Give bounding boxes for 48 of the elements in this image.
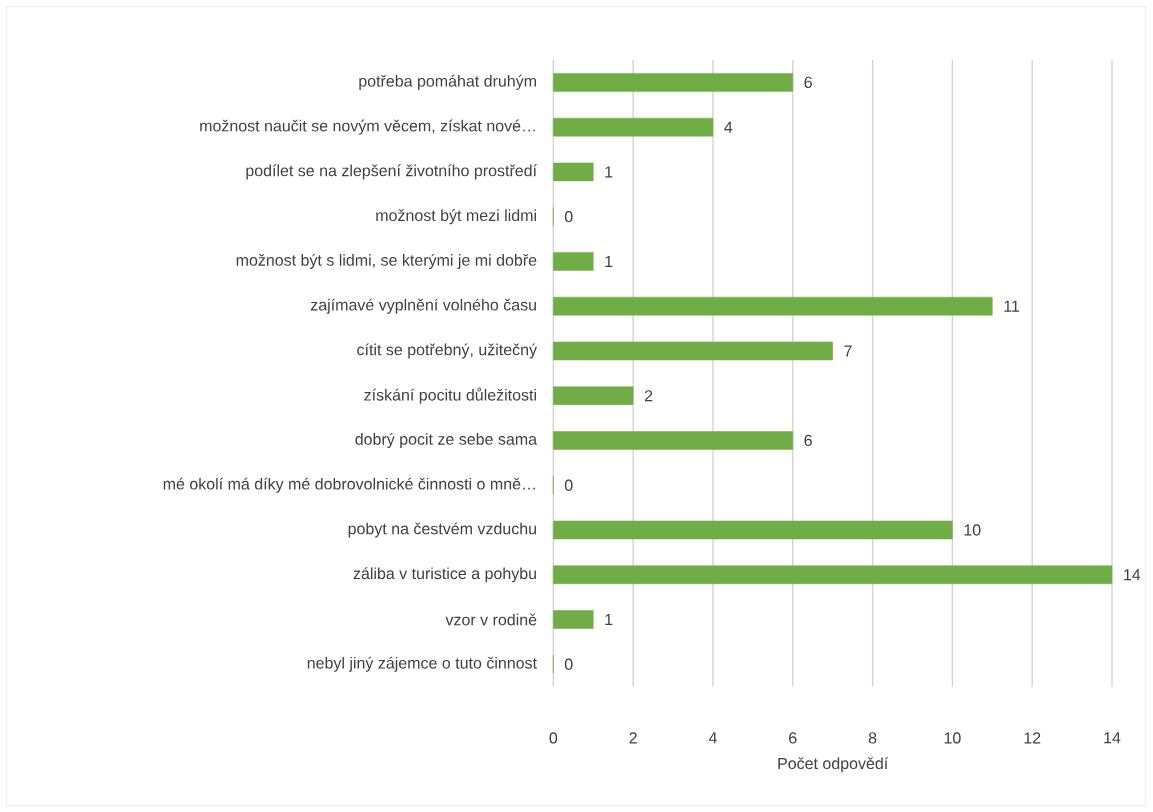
data-label: 1 bbox=[605, 166, 613, 178]
bar bbox=[553, 610, 594, 629]
x-axis-title: Počet odpovědí bbox=[778, 757, 889, 773]
data-label: 10 bbox=[964, 524, 981, 536]
y-tick-label: dobrý pocit ze sebe sama bbox=[355, 432, 538, 449]
y-tick-label: zajímavé vyplnění volného času bbox=[310, 298, 536, 314]
y-tick-label: mé okolí má díky mé dobrovolnické činnosti o mně… bbox=[163, 477, 535, 493]
bar bbox=[553, 252, 594, 271]
y-tick-label: potřeba pomáhat druhým bbox=[359, 74, 536, 90]
bar bbox=[553, 73, 794, 92]
y-tick-label: možnost být mezi lidmi bbox=[376, 209, 536, 225]
y-tick-label: pobyt na čestvém vzduchu bbox=[348, 522, 536, 538]
bar bbox=[553, 162, 594, 182]
y-tick-label: vzor v rodině bbox=[445, 613, 537, 626]
bar bbox=[553, 386, 634, 405]
y-tick-label: záliba v turistice a pohybu bbox=[353, 567, 536, 583]
y-tick-label: možnost být s lidmi, se kterými je mi dobře bbox=[236, 253, 537, 269]
bar bbox=[553, 520, 953, 540]
bar bbox=[553, 341, 833, 361]
data-label: 0 bbox=[564, 479, 573, 491]
data-label: 6 bbox=[804, 76, 812, 89]
data-label: 14 bbox=[1124, 569, 1141, 581]
data-label: 7 bbox=[844, 345, 852, 357]
data-label: 11 bbox=[1004, 300, 1020, 312]
data-label: 0 bbox=[564, 658, 573, 670]
bar bbox=[553, 565, 1113, 585]
x-tick-label: 2 bbox=[629, 732, 637, 744]
bar bbox=[553, 296, 993, 316]
data-label: 1 bbox=[605, 255, 613, 267]
y-tick-label: podílet se na zlepšení životního prostředí bbox=[246, 164, 537, 180]
data-label: 0 bbox=[564, 211, 573, 223]
data-label: 6 bbox=[804, 434, 812, 447]
y-tick-label: cítit se potřebný, užitečný bbox=[357, 343, 538, 359]
x-tick-label: 6 bbox=[789, 732, 797, 744]
bar bbox=[553, 431, 794, 450]
data-label: 4 bbox=[724, 121, 733, 133]
data-label: 2 bbox=[644, 390, 653, 402]
y-tick-label: nebyl jiný zájemce o tuto činnost bbox=[307, 656, 537, 672]
x-tick-label: 12 bbox=[1024, 732, 1041, 744]
y-tick-label: získání pocitu důležitosti bbox=[364, 387, 536, 404]
data-label: 1 bbox=[605, 614, 613, 626]
x-tick-label: 10 bbox=[944, 732, 961, 744]
x-tick-label: 14 bbox=[1104, 732, 1121, 744]
bar bbox=[553, 117, 714, 137]
y-tick-label: možnost naučit se novým věcem, získat nové… bbox=[200, 119, 535, 135]
x-tick-label: 8 bbox=[868, 732, 877, 744]
x-tick-label: 0 bbox=[549, 732, 558, 744]
x-tick-label: 4 bbox=[708, 732, 717, 744]
